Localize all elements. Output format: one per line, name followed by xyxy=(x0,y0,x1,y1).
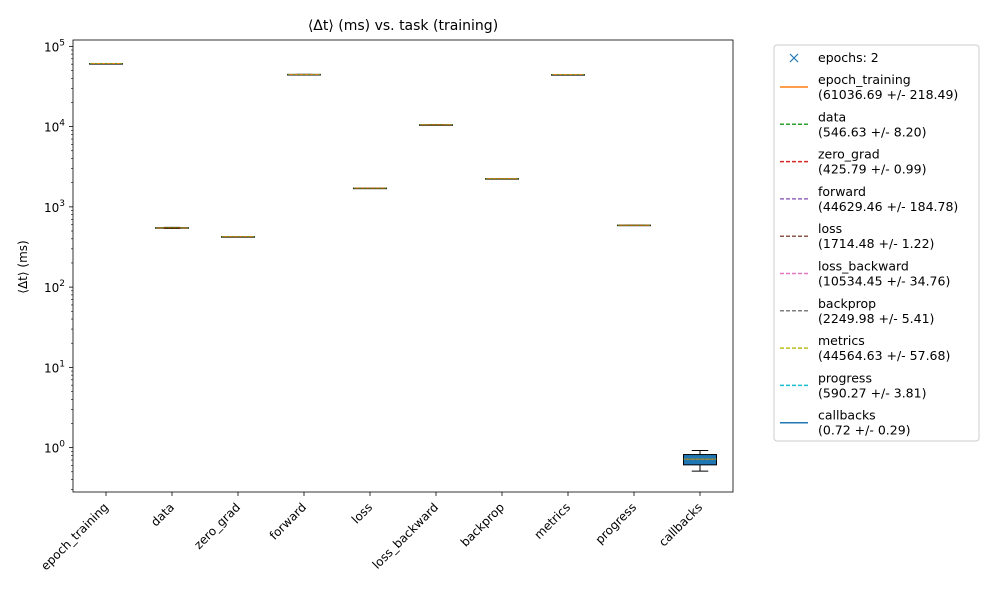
x-tick-label: forward xyxy=(267,500,309,542)
y-tick-label: 102 xyxy=(44,279,65,295)
box-metrics xyxy=(551,73,585,76)
legend-value: (0.72 +/- 0.29) xyxy=(818,423,911,438)
box-loss_backward xyxy=(419,124,453,126)
legend-item: backprop(2249.98 +/- 5.41) xyxy=(780,296,934,326)
box-body xyxy=(683,454,717,466)
legend-item: callbacks(0.72 +/- 0.29) xyxy=(780,408,911,438)
legend-item: forward(44629.46 +/- 184.78) xyxy=(780,184,958,214)
legend-value: (1714.48 +/- 1.22) xyxy=(818,236,934,251)
y-tick-label: 105 xyxy=(44,38,65,54)
box-epoch_training xyxy=(89,62,123,65)
legend-item: progress(590.27 +/- 3.81) xyxy=(780,370,926,400)
legend-value: (2249.98 +/- 5.41) xyxy=(818,311,934,326)
box-loss xyxy=(353,187,387,190)
x-tick-label: epoch_training xyxy=(38,500,111,573)
legend-value: (44564.63 +/- 57.68) xyxy=(818,348,950,363)
legend-value: (590.27 +/- 3.81) xyxy=(818,385,926,400)
legend-frame xyxy=(773,44,980,442)
legend-label: epoch_training xyxy=(818,72,911,87)
legend-item: loss_backward(10534.45 +/- 34.76) xyxy=(780,259,950,289)
x-tick-label: loss_backward xyxy=(370,500,442,572)
box-data xyxy=(155,226,189,229)
x-tick-label: metrics xyxy=(531,500,573,542)
y-ticks: 100 101 102 103 104 105 xyxy=(44,38,73,490)
plot-area: 100 101 102 103 104 105 epoch_training data zero… xyxy=(38,38,734,573)
chart-title: ⟨Δt⟩ (ms) vs. task (training) xyxy=(308,18,498,34)
legend-label: loss xyxy=(818,221,842,236)
legend-value: (546.63 +/- 8.20) xyxy=(818,124,926,139)
legend-item: data(546.63 +/- 8.20) xyxy=(780,109,926,139)
legend-label: progress xyxy=(818,370,872,385)
legend-label: forward xyxy=(818,184,866,199)
box-callbacks xyxy=(683,450,717,472)
box-forward xyxy=(287,73,321,76)
legend-value: (44629.46 +/- 184.78) xyxy=(818,199,958,214)
legend-marker xyxy=(789,53,799,63)
legend-value: (61036.69 +/- 218.49) xyxy=(818,87,958,102)
box-zero_grad xyxy=(221,236,255,238)
x-tick-label: callbacks xyxy=(656,500,705,549)
legend-label: epochs: 2 xyxy=(818,50,879,65)
x-tick-label: backprop xyxy=(458,500,507,549)
y-axis-label: ⟨Δt⟩ (ms) xyxy=(16,240,30,293)
legend-label: data xyxy=(818,109,846,124)
boxes xyxy=(89,62,717,472)
x-tick-label: progress xyxy=(593,500,640,547)
legend-label: metrics xyxy=(818,333,865,348)
y-tick-label: 104 xyxy=(44,119,65,135)
x-ticks: epoch_training data zero_grad forward losslo… xyxy=(38,492,705,573)
y-tick-label: 103 xyxy=(44,199,65,215)
legend-item: metrics(44564.63 +/- 57.68) xyxy=(780,333,950,363)
legend-label: loss_backward xyxy=(818,259,909,274)
x-tick-label: zero_grad xyxy=(191,500,243,552)
legend-item: loss(1714.48 +/- 1.22) xyxy=(780,221,934,251)
legend-label: zero_grad xyxy=(818,147,880,162)
legend-label: callbacks xyxy=(818,408,876,423)
axes-frame xyxy=(72,39,734,493)
legend: epochs: 2 epoch_training(61036.69 +/- 218… xyxy=(773,44,980,442)
legend-label: backprop xyxy=(818,296,876,311)
x-tick-label: loss xyxy=(349,500,375,526)
legend-item: zero_grad(425.79 +/- 0.99) xyxy=(780,147,926,177)
box-backprop xyxy=(485,178,519,180)
legend-value: (425.79 +/- 0.99) xyxy=(818,162,926,177)
x-tick-label: data xyxy=(148,500,177,529)
y-tick-label: 101 xyxy=(44,359,65,375)
legend-value: (10534.45 +/- 34.76) xyxy=(818,274,950,289)
legend-item: epochs: 2 xyxy=(789,50,879,65)
legend-item: epoch_training(61036.69 +/- 218.49) xyxy=(780,72,958,102)
box-progress xyxy=(617,224,651,227)
y-tick-label: 100 xyxy=(44,440,65,456)
